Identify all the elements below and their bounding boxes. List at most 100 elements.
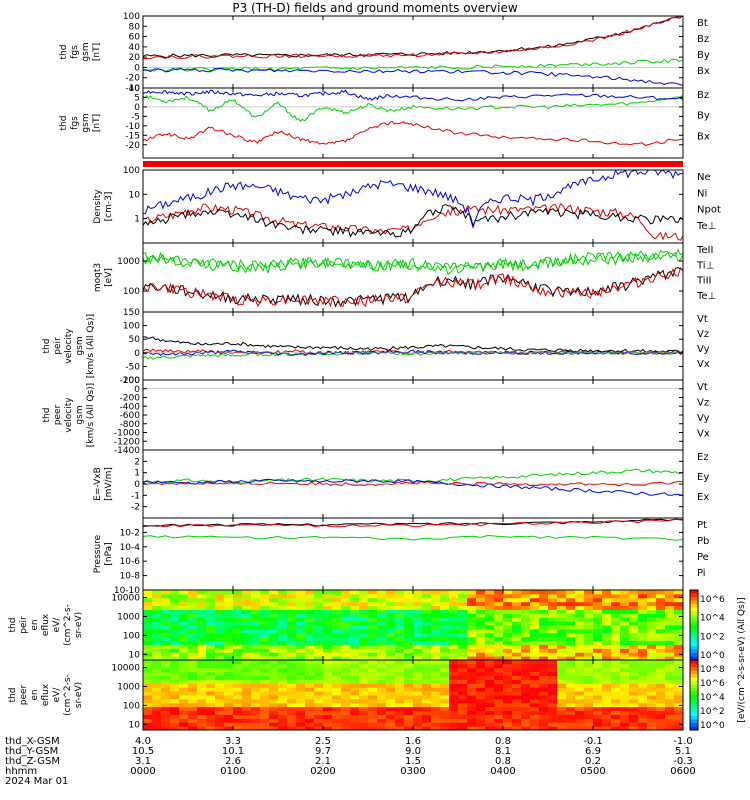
heat-cell — [431, 679, 441, 684]
heat-cell — [305, 636, 315, 642]
heat-cell — [476, 726, 486, 731]
heat-cell — [458, 726, 468, 731]
heat-cell — [260, 671, 270, 677]
heat-cell — [602, 683, 612, 688]
heat-cell — [215, 601, 225, 607]
heat-cell — [620, 644, 630, 649]
heat-cell — [512, 675, 522, 680]
heat-cell — [602, 597, 612, 603]
heat-cell — [179, 644, 189, 649]
heat-cell — [215, 663, 225, 669]
heat-cell — [278, 613, 288, 618]
heat-cell — [197, 597, 207, 603]
heat-cell — [161, 675, 171, 680]
heat-cell — [656, 613, 666, 618]
heat-cell — [611, 698, 621, 704]
heat-cell — [260, 726, 270, 731]
heat-cell — [656, 679, 666, 684]
heat-cell — [215, 628, 225, 634]
heat-cell — [368, 710, 378, 715]
heat-cell — [161, 597, 171, 603]
heat-cell — [530, 625, 540, 630]
heat-cell — [215, 660, 225, 665]
heat-cell — [665, 726, 675, 731]
legend-Bt: Bt — [697, 18, 708, 29]
heat-cell — [350, 718, 360, 723]
colorbar-step — [690, 632, 698, 636]
heat-cell — [449, 671, 459, 677]
heat-cell — [620, 621, 630, 626]
heat-cell — [188, 710, 198, 715]
heat-cell — [656, 687, 666, 692]
series-Ex — [142, 478, 684, 496]
colorbar-step — [690, 625, 698, 629]
heat-cell — [602, 609, 612, 614]
heat-cell — [188, 656, 198, 661]
heat-cell — [485, 695, 495, 700]
heat-cell — [386, 652, 396, 657]
heat-cell — [233, 718, 243, 723]
heat-cell — [593, 663, 603, 669]
heat-cell — [422, 628, 432, 634]
heat-cell — [467, 726, 477, 731]
legend-TeII: TeII — [696, 245, 713, 256]
heat-cell — [647, 613, 657, 618]
heat-cell — [620, 663, 630, 669]
heat-cell — [638, 656, 648, 661]
bottom-row-value: 2.5 — [315, 736, 331, 747]
heat-cell — [296, 617, 306, 622]
heat-cell — [224, 698, 234, 704]
heat-cell — [647, 718, 657, 723]
heat-cell — [332, 601, 342, 607]
ylabel-density-0: Density — [93, 189, 103, 224]
bottom-row-value: 0.8 — [495, 756, 511, 767]
heat-cell — [557, 601, 567, 607]
heat-cell — [557, 667, 567, 673]
series-Ni — [142, 204, 684, 238]
heat-cell — [215, 695, 225, 700]
ylabel-peer_en_eflux-6: sr-eV) — [74, 682, 84, 708]
heat-cell — [602, 632, 612, 638]
heat-cell — [413, 640, 423, 645]
heat-cell — [188, 683, 198, 688]
heat-cell — [395, 687, 405, 692]
heat-cell — [665, 652, 675, 657]
heat-cell — [161, 613, 171, 618]
heat-cell — [260, 625, 270, 630]
heat-cell — [413, 691, 423, 696]
heat-cell — [206, 702, 216, 708]
heat-cell — [431, 644, 441, 649]
heat-cell — [296, 714, 306, 719]
heat-cell — [332, 679, 342, 684]
heat-cell — [143, 601, 153, 607]
heat-cell — [332, 695, 342, 700]
heat-cell — [305, 663, 315, 669]
heat-cell — [431, 628, 441, 634]
heat-cell — [224, 605, 234, 610]
heat-cell — [512, 718, 522, 723]
heat-cell — [197, 726, 207, 731]
heat-cell — [656, 663, 666, 669]
heat-cell — [170, 617, 180, 622]
heat-cell — [665, 710, 675, 715]
heat-cell — [494, 675, 504, 680]
heat-cell — [548, 660, 558, 665]
heat-cell — [350, 663, 360, 669]
heat-cell — [611, 613, 621, 618]
heat-cell — [431, 706, 441, 712]
heat-cell — [647, 628, 657, 634]
heat-cell — [413, 593, 423, 599]
heat-cell — [350, 648, 360, 653]
heat-cell — [656, 640, 666, 645]
heat-cell — [242, 597, 252, 603]
heat-cell — [512, 632, 522, 638]
heat-cell — [341, 667, 351, 673]
heat-cell — [206, 726, 216, 731]
heat-cell — [611, 628, 621, 634]
heat-cell — [377, 625, 387, 630]
heat-cell — [314, 675, 324, 680]
heat-cell — [233, 667, 243, 673]
heat-cell — [602, 640, 612, 645]
heat-cell — [665, 691, 675, 696]
